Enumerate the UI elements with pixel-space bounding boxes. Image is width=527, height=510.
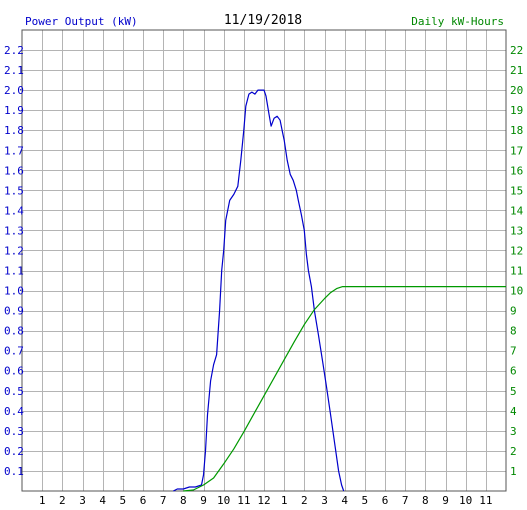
x-tick-label: 12 [257,494,270,507]
y-right-tick-label: 3 [510,425,517,438]
y-right-tick-label: 9 [510,305,517,318]
y-left-tick-label: 0.2 [4,445,24,458]
y-left-tick-label: 2.0 [4,84,24,97]
x-tick-label: 10 [459,494,472,507]
y-right-tick-label: 6 [510,365,517,378]
y-right-tick-label: 8 [510,325,517,338]
x-tick-label: 9 [200,494,207,507]
y-left-tick-label: 0.4 [4,405,24,418]
y-right-tick-label: 21 [510,64,523,77]
y-left-tick-label: 1.5 [4,184,24,197]
y-right-tick-label: 10 [510,285,523,298]
y-left-tick-label: 0.9 [4,305,24,318]
x-tick-label: 1 [39,494,46,507]
tick-labels: 0.1 0.2 0.3 0.4 0.5 0.6 0.7 0.8 0.9 1.0 1.1 1.2 1.3 1… [4,44,524,507]
y-left-tick-label: 1.9 [4,104,24,117]
y-left-tick-label: 0.3 [4,425,24,438]
y-left-tick-label: 0.7 [4,345,24,358]
x-tick-label: 8 [180,494,187,507]
y-right-tick-label: 2 [510,445,517,458]
y-left-tick-label: 0.1 [4,465,24,478]
y-right-tick-label: 20 [510,84,523,97]
y-left-tick-label: 1.0 [4,285,24,298]
y-left-tick-label: 1.3 [4,224,24,237]
y-left-tick-label: 0.8 [4,325,24,338]
x-tick-label: 9 [442,494,449,507]
y-right-tick-label: 12 [510,244,523,257]
y-right-tick-label: 13 [510,224,523,237]
x-tick-label: 4 [99,494,106,507]
y-left-tick-label: 1.4 [4,204,24,217]
y-right-tick-label: 17 [510,144,523,157]
x-tick-label: 11 [479,494,492,507]
x-tick-label: 1 [281,494,288,507]
y-left-tick-label: 1.1 [4,265,24,278]
y-right-tick-label: 14 [510,204,524,217]
y-right-tick-label: 22 [510,44,523,57]
plot-frame [21,29,507,492]
y-right-tick-label: 16 [510,164,523,177]
x-tick-label: 2 [59,494,66,507]
y-right-tick-label: 1 [510,465,517,478]
x-tick-label: 5 [362,494,369,507]
y-left-tick-label: 1.8 [4,124,24,137]
x-tick-label: 8 [422,494,429,507]
x-tick-label: 4 [341,494,348,507]
x-tick-label: 5 [120,494,127,507]
y-left-tick-label: 0.5 [4,385,24,398]
x-tick-label: 7 [160,494,167,507]
power-output-line [173,89,345,492]
y-right-tick-label: 4 [510,405,517,418]
y-left-tick-label: 2.2 [4,44,24,57]
y-right-tick-label: 7 [510,345,517,358]
x-tick-label: 7 [402,494,409,507]
y-left-tick-label: 1.6 [4,164,24,177]
x-tick-label: 6 [140,494,147,507]
x-tick-label: 3 [79,494,86,507]
x-tick-label: 2 [301,494,308,507]
y-right-tick-label: 18 [510,124,523,137]
x-tick-label: 3 [321,494,328,507]
y-left-tick-label: 0.6 [4,365,24,378]
grid-lines [22,30,506,491]
daily-kwh-line [183,286,506,492]
y-right-tick-label: 15 [510,184,523,197]
left-axis-label: Power Output (kW) [25,15,138,28]
y-left-tick-label: 2.1 [4,64,24,77]
y-right-tick-label: 5 [510,385,517,398]
y-right-tick-label: 19 [510,104,523,117]
y-right-tick-label: 11 [510,265,523,278]
y-left-tick-label: 1.7 [4,144,24,157]
y-left-tick-label: 1.2 [4,244,24,257]
right-axis-label: Daily kW-Hours [411,15,504,28]
x-tick-label: 11 [237,494,250,507]
series-lines [173,89,506,492]
x-tick-label: 6 [382,494,389,507]
chart-title: 11/19/2018 [224,13,302,28]
x-tick-label: 10 [217,494,230,507]
